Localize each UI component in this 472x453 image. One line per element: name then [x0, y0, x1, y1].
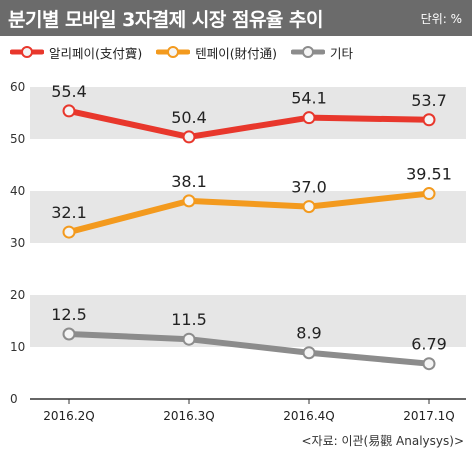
data-label: 38.1 — [171, 172, 207, 191]
y-tick-label: 40 — [10, 184, 25, 198]
y-tick-label: 50 — [10, 132, 25, 146]
data-point — [302, 200, 316, 214]
data-point — [422, 187, 436, 201]
grid-band — [30, 295, 466, 347]
source-note: <자료: 이관(易觀 Analysys)> — [301, 434, 464, 448]
data-label: 55.4 — [51, 82, 87, 101]
data-point — [182, 130, 196, 144]
series-line — [66, 331, 432, 367]
data-label: 54.1 — [291, 89, 327, 108]
legend-label-alipay: 알리페이(支付寶) — [49, 45, 143, 61]
x-tick-label: 2016.3Q — [163, 409, 214, 423]
x-tick-label: 2016.4Q — [283, 409, 334, 423]
legend-label-other: 기타 — [330, 45, 354, 61]
data-point — [182, 194, 196, 208]
legend-swatch-other — [291, 46, 326, 58]
x-tick-label: 2016.2Q — [43, 409, 94, 423]
data-point — [62, 104, 76, 118]
data-point — [62, 327, 76, 341]
data-label: 37.0 — [291, 178, 327, 197]
grid-band — [30, 87, 466, 139]
y-tick-label: 60 — [10, 80, 25, 94]
data-point — [302, 346, 316, 360]
data-label: 8.9 — [296, 324, 321, 343]
data-point — [62, 225, 76, 239]
y-tick-label: 30 — [10, 236, 25, 250]
x-tick-label: 2017.1Q — [403, 409, 454, 423]
data-label: 50.4 — [171, 108, 207, 127]
data-point — [182, 332, 196, 346]
legend-item-other: 기타 — [291, 43, 353, 62]
y-tick-label: 20 — [10, 288, 25, 302]
data-point — [302, 111, 316, 125]
data-label: 32.1 — [51, 203, 87, 222]
legend-label-tenpay: 텐페이(財付通) — [195, 45, 278, 61]
data-point — [422, 357, 436, 371]
data-label: 39.51 — [406, 165, 452, 184]
data-label: 53.7 — [411, 91, 447, 110]
y-tick-label: 0 — [10, 392, 18, 406]
data-point — [422, 113, 436, 127]
series-line — [66, 190, 432, 236]
legend-swatch-alipay — [10, 46, 44, 58]
line-chart: 0 10 20 30 40 50 60 2016.2Q 2016.3Q 2016.4Q 2017.1… — [10, 80, 466, 423]
legend-item-tenpay: 텐페이(財付通) — [156, 43, 277, 62]
data-label: 11.5 — [171, 310, 207, 329]
legend: 알리페이(支付寶) 텐페이(財付通) 기타 — [10, 40, 353, 64]
legend-swatch-tenpay — [156, 46, 191, 58]
unit-label: 단위: % — [420, 11, 462, 26]
chart-title: 분기별 모바일 3자결제 시장 점유율 추이 — [8, 8, 323, 31]
data-label: 6.79 — [411, 335, 447, 354]
header-bar: 분기별 모바일 3자결제 시장 점유율 추이 단위: % — [0, 0, 472, 36]
series-line — [66, 107, 432, 140]
data-label: 12.5 — [51, 305, 87, 324]
legend-item-alipay: 알리페이(支付寶) — [10, 43, 142, 62]
y-tick-label: 10 — [10, 340, 25, 354]
